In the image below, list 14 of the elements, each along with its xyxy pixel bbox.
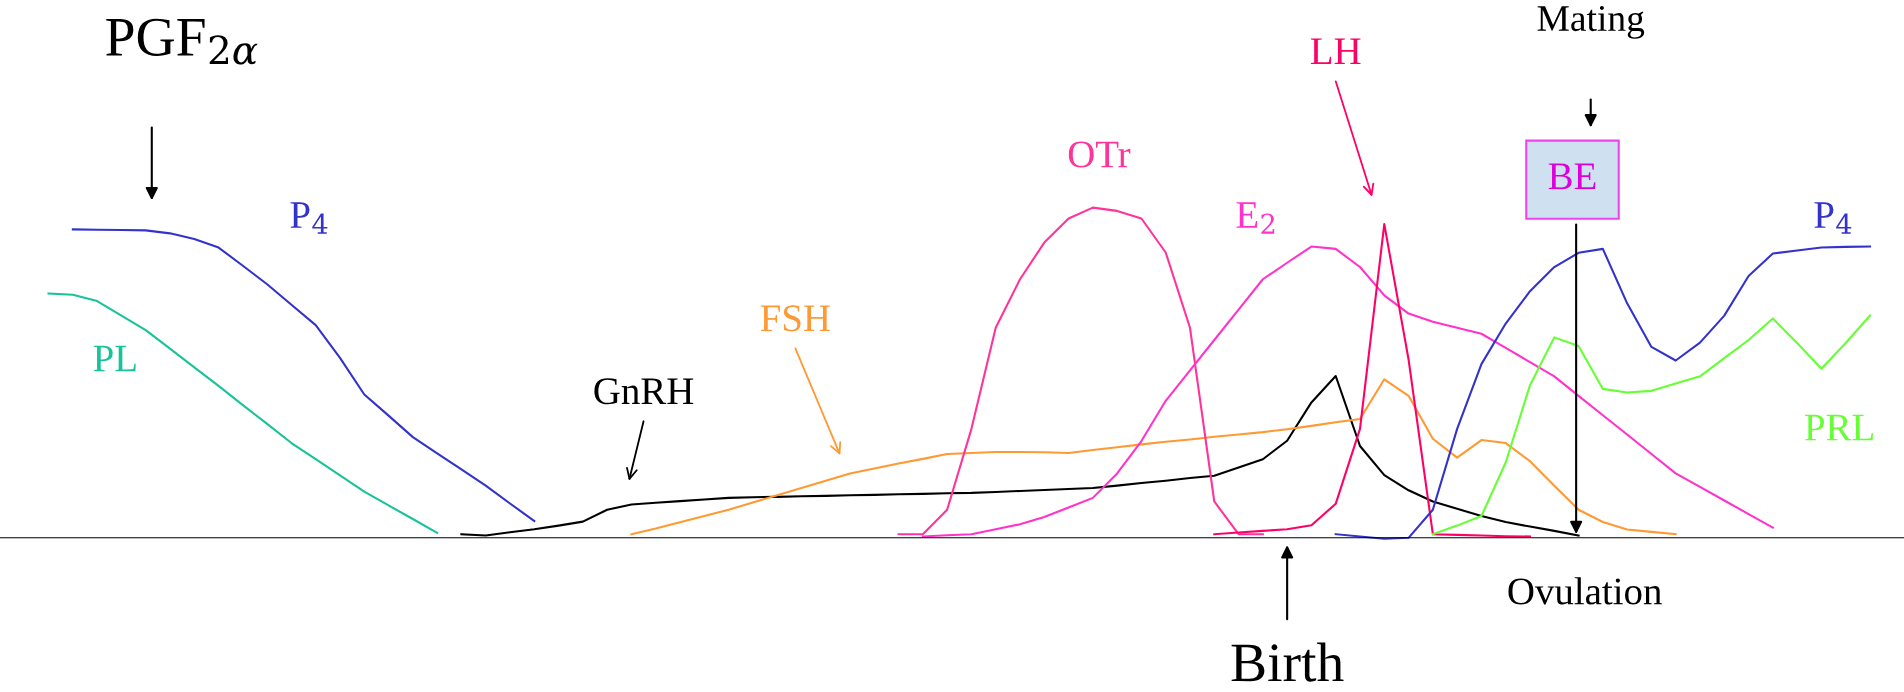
series-label: PRL <box>1805 414 1873 441</box>
text: LH <box>1310 38 1361 64</box>
text: Mating <box>1537 5 1645 39</box>
text: Ovulation <box>1508 577 1662 605</box>
text: GnRH <box>594 378 694 405</box>
text: FSH <box>760 305 830 332</box>
series-label: E$_{2}$ <box>1236 202 1275 234</box>
series-label: P$_{4}$ <box>1814 202 1852 234</box>
series-label: P$_{4}$ <box>290 202 328 234</box>
series-label: OTr <box>1068 141 1131 168</box>
text: PGF$_{2α}$ <box>106 18 258 65</box>
text: Birth <box>1231 642 1344 682</box>
text: BE <box>1548 163 1596 190</box>
series-label: PL <box>93 345 136 372</box>
